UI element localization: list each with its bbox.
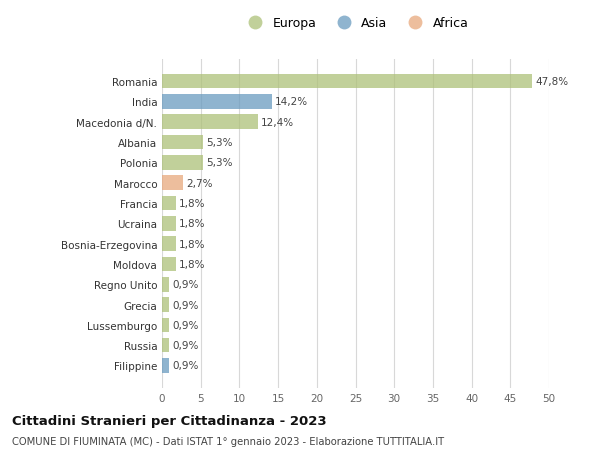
Bar — [162, 217, 176, 231]
Text: 1,8%: 1,8% — [179, 198, 206, 208]
Bar — [162, 196, 176, 211]
Bar — [162, 297, 169, 312]
Text: Cittadini Stranieri per Cittadinanza - 2023: Cittadini Stranieri per Cittadinanza - 2… — [12, 414, 326, 428]
Text: 0,9%: 0,9% — [172, 361, 199, 370]
Text: 12,4%: 12,4% — [261, 118, 294, 128]
Bar — [162, 358, 169, 373]
Bar — [162, 115, 258, 130]
Text: 0,9%: 0,9% — [172, 300, 199, 310]
Text: COMUNE DI FIUMINATA (MC) - Dati ISTAT 1° gennaio 2023 - Elaborazione TUTTITALIA.: COMUNE DI FIUMINATA (MC) - Dati ISTAT 1°… — [12, 437, 444, 446]
Legend: Europa, Asia, Africa: Europa, Asia, Africa — [239, 13, 472, 34]
Text: 0,9%: 0,9% — [172, 280, 199, 290]
Bar — [162, 318, 169, 332]
Text: 47,8%: 47,8% — [535, 77, 568, 87]
Bar — [162, 75, 532, 89]
Text: 2,7%: 2,7% — [186, 178, 212, 188]
Text: 1,8%: 1,8% — [179, 219, 206, 229]
Text: 0,9%: 0,9% — [172, 341, 199, 350]
Text: 14,2%: 14,2% — [275, 97, 308, 107]
Text: 1,8%: 1,8% — [179, 259, 206, 269]
Bar — [162, 338, 169, 353]
Text: 5,3%: 5,3% — [206, 138, 233, 148]
Text: 0,9%: 0,9% — [172, 320, 199, 330]
Bar — [162, 176, 183, 190]
Bar — [162, 257, 176, 272]
Bar — [162, 277, 169, 292]
Text: 5,3%: 5,3% — [206, 158, 233, 168]
Bar — [162, 135, 203, 150]
Bar — [162, 156, 203, 170]
Bar — [162, 95, 272, 109]
Text: 1,8%: 1,8% — [179, 239, 206, 249]
Bar — [162, 237, 176, 252]
